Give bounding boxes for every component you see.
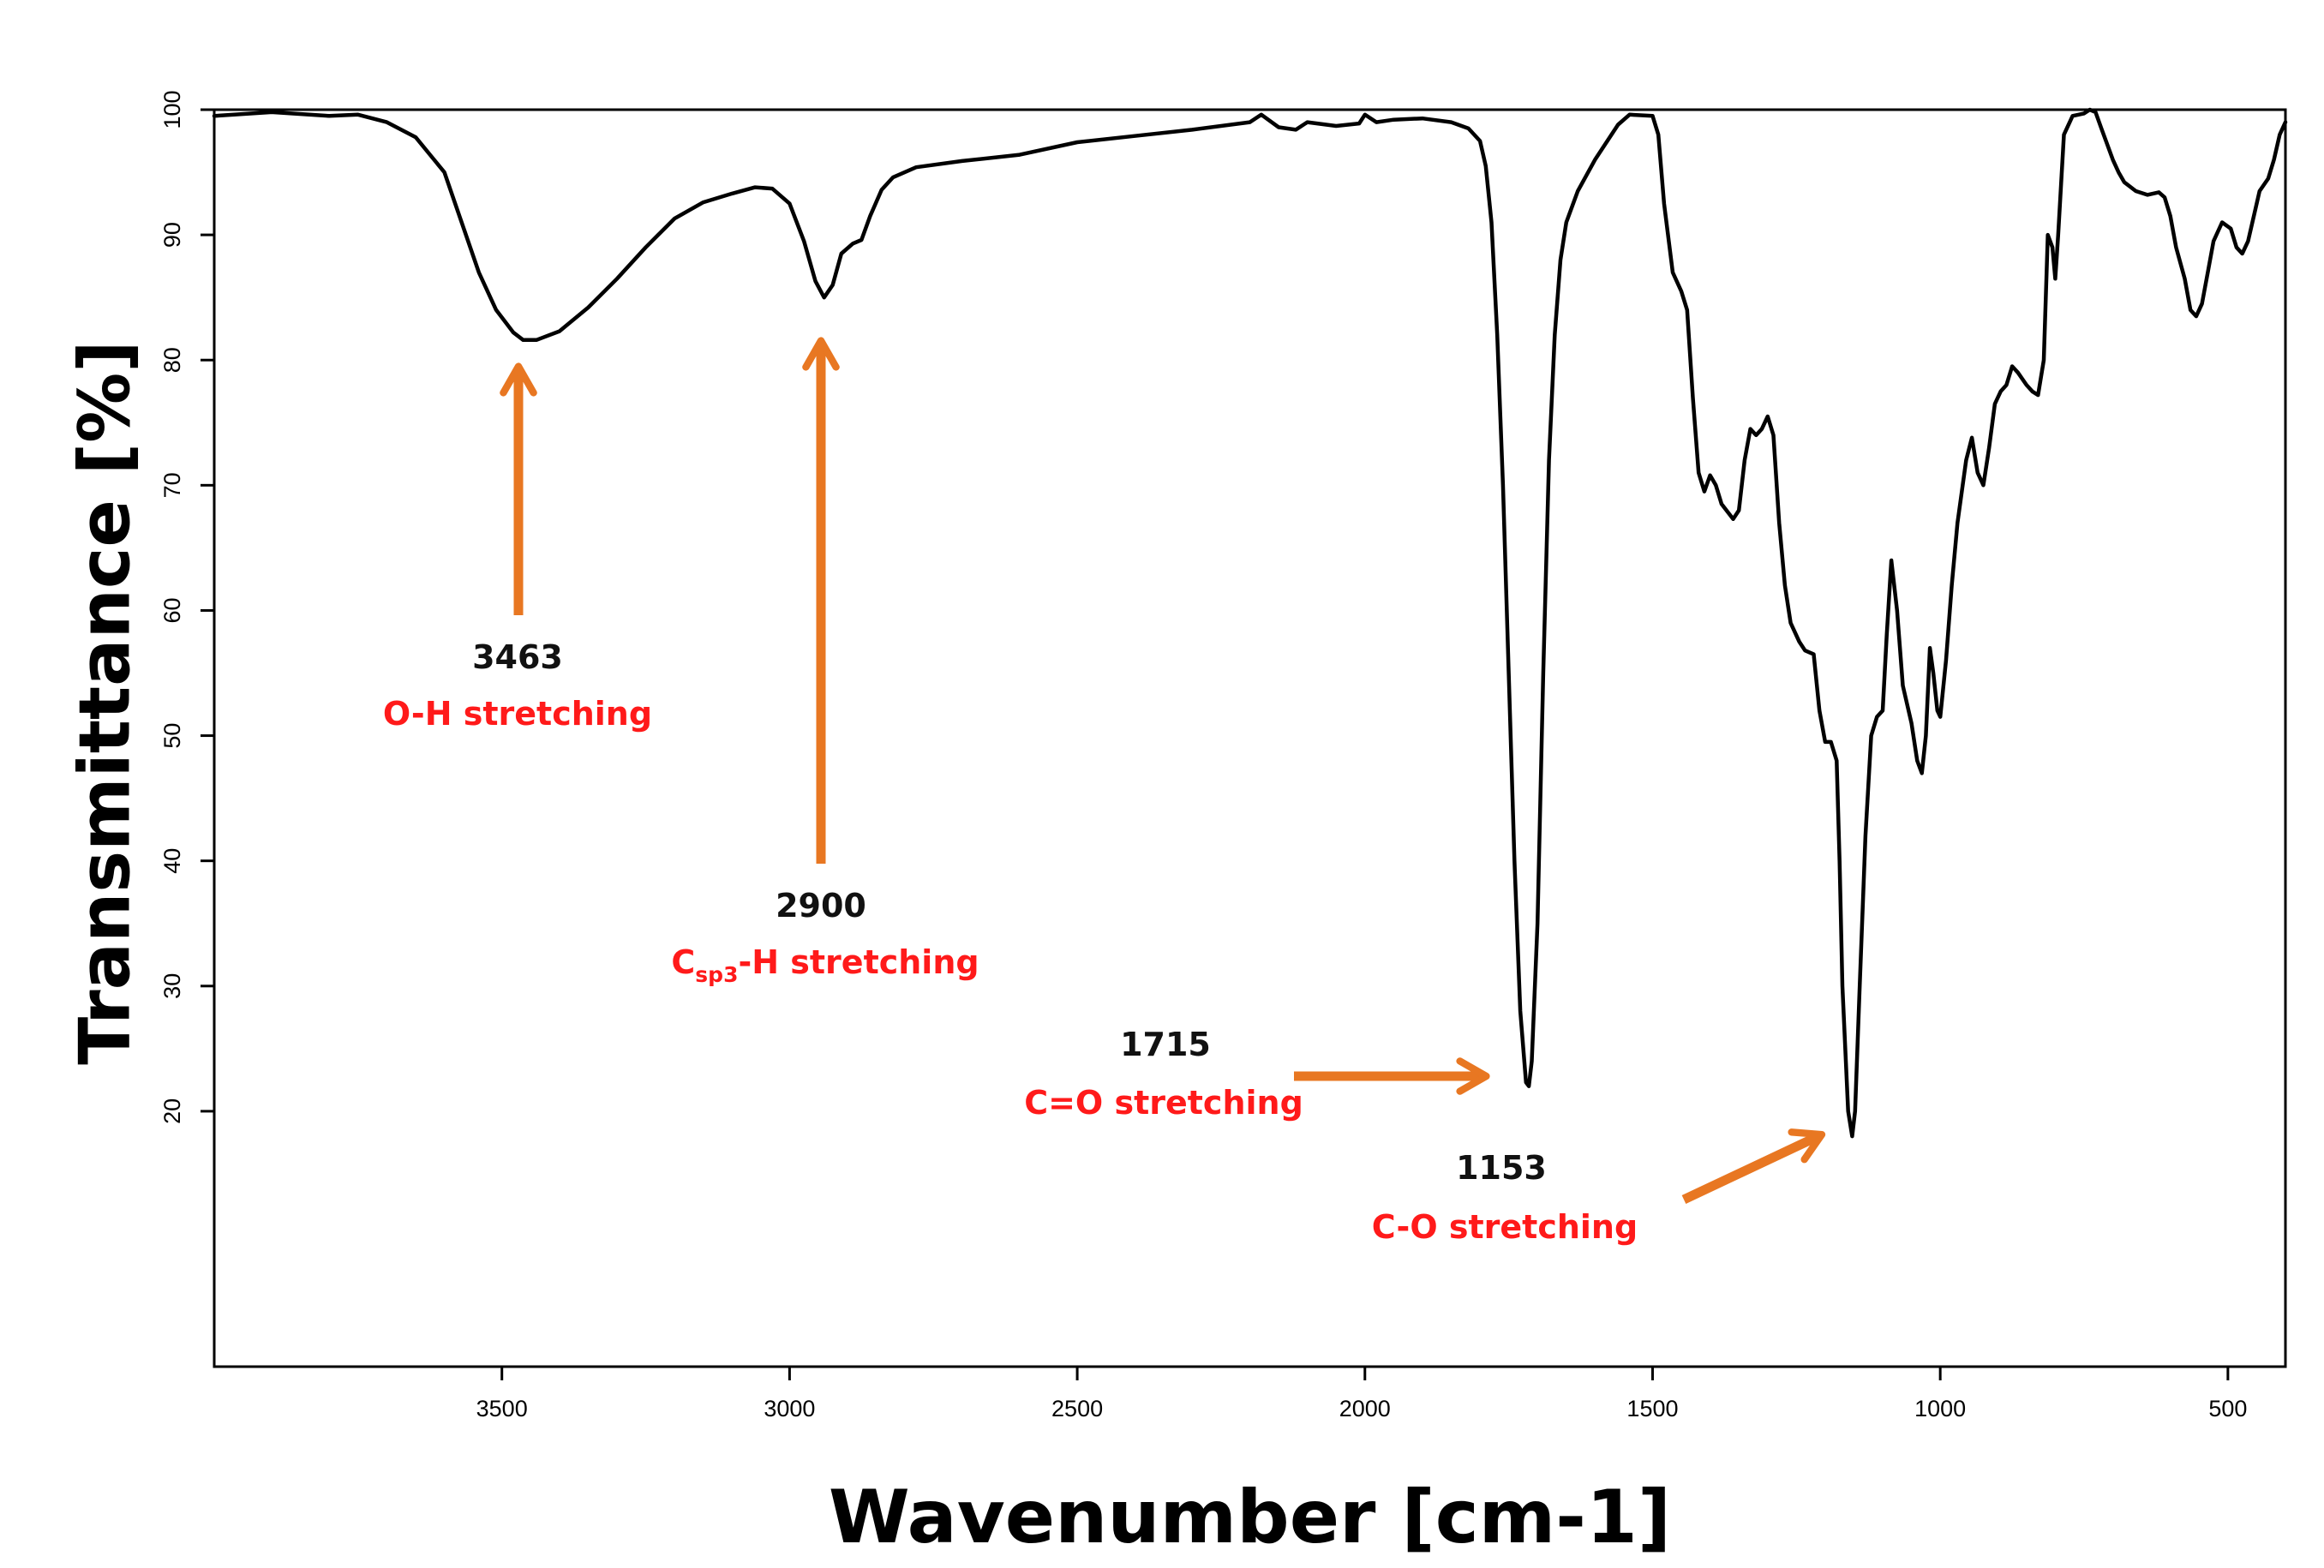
annotation-label-3463: O-H stretching [383,695,652,733]
x-tick-label-3000: 3000 [764,1396,815,1421]
y-axis-title: Transmittance [%] [64,340,146,1064]
plot-frame [213,108,2287,1368]
y-tick-label-30: 30 [159,973,185,999]
spectrum-line [212,107,2288,1139]
y-tick-label-40: 40 [159,848,185,874]
annotation-arrow-1153 [1681,1128,1826,1204]
annotation-label-1715: C=O stretching [1024,1084,1303,1122]
x-tick-label-2500: 2500 [1051,1396,1103,1421]
y-tick-label-70: 70 [159,472,185,498]
annotation-label-2900-rest: -H stretching [738,943,979,981]
annotation-label-1153: C-O stretching [1372,1208,1638,1246]
annotation-number-1715: 1715 [1120,1026,1211,1063]
x-tick-label-2000: 2000 [1339,1396,1391,1421]
y-tick-label-60: 60 [159,597,185,623]
x-tick-label-3500: 3500 [476,1396,528,1421]
annotation-number-2900: 2900 [776,887,866,925]
x-axis-ticks: 3500 3000 2500 2000 1500 1000 500 [476,1367,2247,1421]
y-tick-label-80: 80 [159,347,185,373]
x-tick-label-500: 500 [2208,1396,2247,1421]
y-tick-label-100: 100 [159,90,185,129]
annotation-number-1153: 1153 [1456,1149,1547,1187]
y-tick-label-50: 50 [159,723,185,749]
y-tick-label-20: 20 [159,1098,185,1124]
y-tick-label-90: 90 [159,222,185,248]
annotation-label-2900-main: C [671,943,695,981]
x-axis-title: Wavenumber [cm-1] [829,1475,1671,1560]
annotation-label-2900: Csp3-H stretching [671,943,979,987]
x-tick-label-1000: 1000 [1914,1396,1966,1421]
y-axis-ticks: 20 30 40 50 60 70 80 90 100 [159,90,214,1124]
x-tick-label-1500: 1500 [1626,1396,1678,1421]
annotation-label-2900-subscript: sp3 [695,962,738,987]
annotation-number-3463: 3463 [472,638,563,676]
